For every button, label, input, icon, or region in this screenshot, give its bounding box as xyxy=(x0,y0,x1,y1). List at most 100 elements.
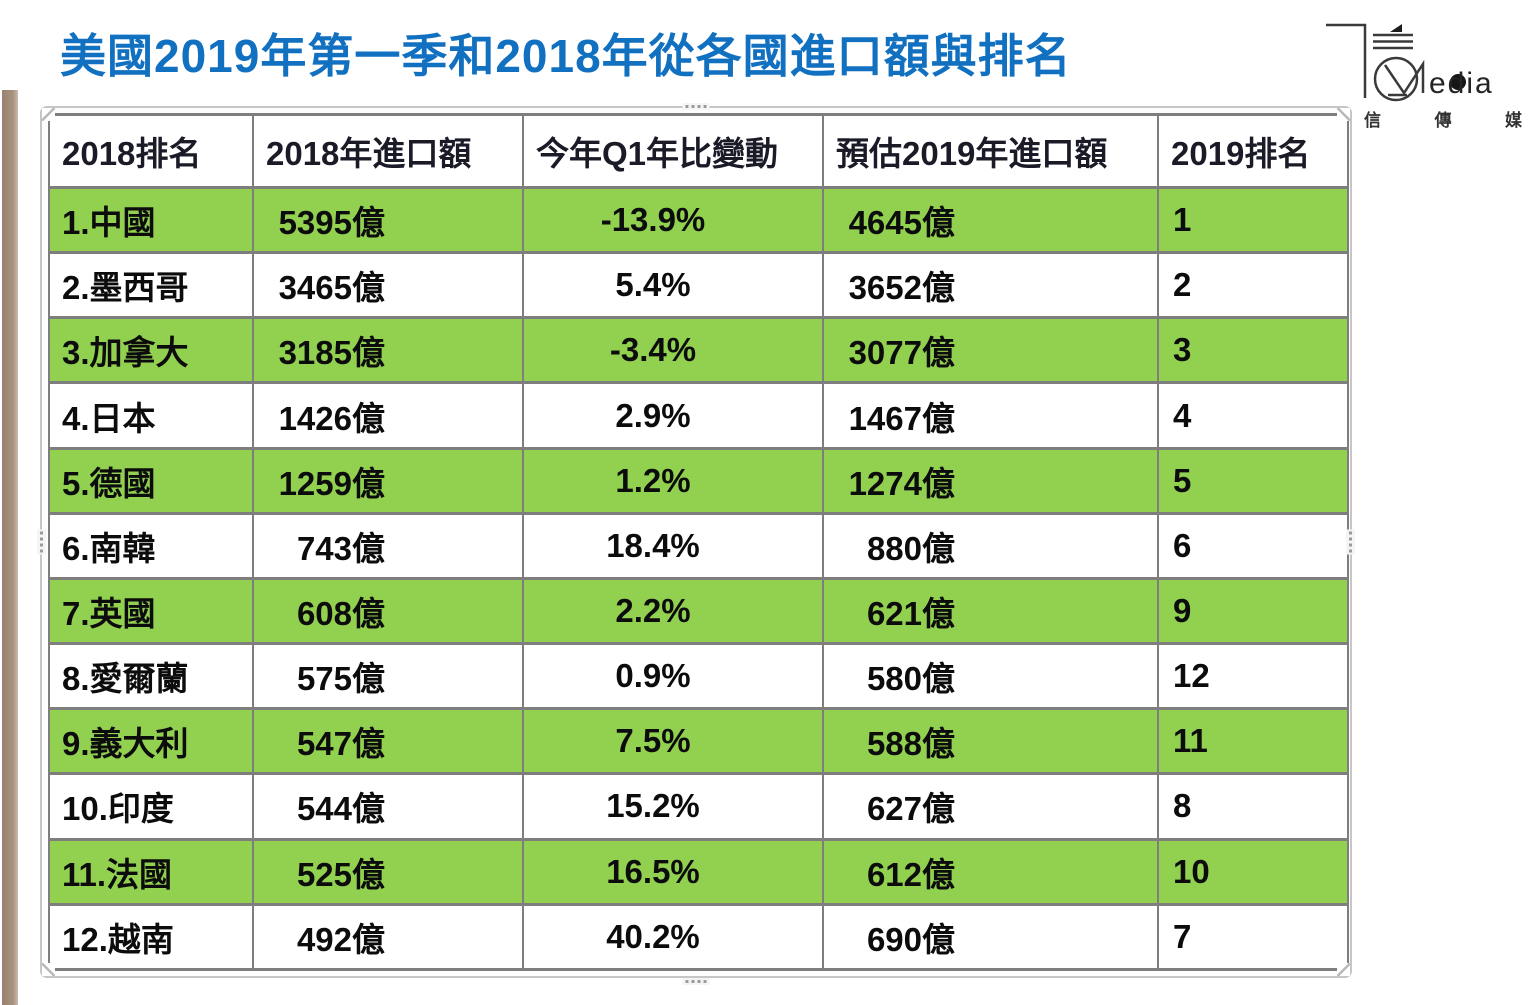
country-label: 9.義大利 xyxy=(62,725,189,763)
unit-label: 億 xyxy=(922,529,955,567)
q1-change-value: 2.9% xyxy=(615,396,691,434)
import-2019-est-value: 1274 xyxy=(848,464,922,502)
q1-change-cell: 18.4% xyxy=(522,511,824,580)
import-2019-est-value: 612 xyxy=(866,855,922,893)
unit-label: 億 xyxy=(352,464,385,502)
import-2019-est-cell: 612億 xyxy=(822,837,1159,906)
unit-label: 億 xyxy=(922,855,955,893)
table-row: 5.德國 1259億 1.2% 1274億 5 xyxy=(48,446,1349,515)
import-2018-cell: 743億 xyxy=(252,511,524,580)
unit-label: 億 xyxy=(922,464,955,502)
unit-label: 億 xyxy=(352,204,385,242)
logo-subtitle-char: 傳 xyxy=(1434,111,1452,130)
unit-label: 億 xyxy=(922,269,955,307)
import-2018-value: 3185 xyxy=(278,334,352,372)
import-2019-est-value: 3077 xyxy=(848,334,922,372)
rank-2019-value: 3 xyxy=(1173,331,1192,369)
import-2019-est-value: 580 xyxy=(866,660,922,698)
frame-corner-mark xyxy=(1337,108,1350,121)
resize-handle-left[interactable] xyxy=(37,529,46,555)
rank-2019-value: 4 xyxy=(1173,396,1192,434)
import-2018-cell: 575億 xyxy=(252,642,524,711)
table-row: 4.日本 1426億 2.9% 1467億 4 xyxy=(48,381,1349,450)
logo-subtitle: 信 傳 媒 xyxy=(1364,106,1522,131)
resize-handle-top[interactable] xyxy=(682,103,710,110)
frame-corner-mark xyxy=(1337,963,1350,976)
import-2019-est-cell: 690億 xyxy=(822,902,1159,972)
import-2018-value: 1259 xyxy=(278,464,352,502)
import-2018-cell: 608億 xyxy=(252,576,524,646)
rank-2019-cell: 11 xyxy=(1157,707,1349,776)
country-cell: 6.南韓 xyxy=(48,511,254,580)
import-2018-cell: 1426億 xyxy=(252,381,524,450)
col-header-import-2018: 2018年進口額 xyxy=(252,113,524,189)
header-row: 2018排名 2018年進口額 今年Q1年比變動 預估2019年進口額 2019… xyxy=(48,113,1349,189)
col-header-rank-2018: 2018排名 xyxy=(48,113,254,189)
import-2019-est-cell: 588億 xyxy=(822,707,1159,776)
country-cell: 1.中國 xyxy=(48,185,254,255)
rank-2019-cell: 10 xyxy=(1157,837,1349,906)
unit-label: 億 xyxy=(352,660,385,698)
import-2018-value: 544 xyxy=(296,790,352,828)
import-2019-est-value: 880 xyxy=(866,529,922,567)
unit-label: 億 xyxy=(922,660,955,698)
col-header-q1-change: 今年Q1年比變動 xyxy=(522,113,824,189)
unit-label: 億 xyxy=(922,399,955,437)
unit-label: 億 xyxy=(352,399,385,437)
imports-table: 2018排名 2018年進口額 今年Q1年比變動 預估2019年進口額 2019… xyxy=(48,113,1349,972)
logo-bracket-stroke xyxy=(1326,23,1367,98)
left-accent-strip xyxy=(2,90,18,1005)
q1-change-cell: 40.2% xyxy=(522,902,824,972)
rank-2019-value: 6 xyxy=(1173,526,1192,564)
cmedia-logo: edia 信 傳 媒 xyxy=(1322,2,1532,137)
country-label: 3.加拿大 xyxy=(62,334,189,372)
import-2019-est-value: 3652 xyxy=(848,269,922,307)
rank-2019-cell: 5 xyxy=(1157,446,1349,515)
import-2019-est-cell: 621億 xyxy=(822,576,1159,646)
rank-2019-cell: 6 xyxy=(1157,511,1349,580)
page-title: 美國2019年第一季和2018年從各國進口額與排名 xyxy=(60,30,1072,82)
import-2019-est-cell: 1467億 xyxy=(822,381,1159,450)
country-cell: 3.加拿大 xyxy=(48,316,254,385)
q1-change-cell: 5.4% xyxy=(522,251,824,320)
rank-2019-cell: 4 xyxy=(1157,381,1349,450)
q1-change-cell: 7.5% xyxy=(522,707,824,776)
country-label: 6.南韓 xyxy=(62,529,156,567)
import-2019-est-cell: 1274億 xyxy=(822,446,1159,515)
q1-change-cell: 1.2% xyxy=(522,446,824,515)
country-label: 11.法國 xyxy=(62,855,173,893)
table-row: 6.南韓 743億 18.4% 880億 6 xyxy=(48,511,1349,580)
import-2019-est-value: 1467 xyxy=(848,399,922,437)
rank-2019-cell: 12 xyxy=(1157,642,1349,711)
q1-change-value: 1.2% xyxy=(615,461,691,499)
unit-label: 億 xyxy=(352,269,385,307)
q1-change-cell: 15.2% xyxy=(522,772,824,841)
country-cell: 10.印度 xyxy=(48,772,254,841)
cmedia-logo-mark: edia xyxy=(1326,23,1492,102)
import-2018-value: 608 xyxy=(296,595,352,633)
import-2018-cell: 547億 xyxy=(252,707,524,776)
unit-label: 億 xyxy=(922,790,955,828)
q1-change-value: 2.2% xyxy=(615,592,691,630)
table-row: 1.中國 5395億 -13.9% 4645億 1 xyxy=(48,185,1349,255)
table-row: 7.英國 608億 2.2% 621億 9 xyxy=(48,576,1349,646)
resize-handle-bottom[interactable] xyxy=(682,978,710,985)
q1-change-cell: -3.4% xyxy=(522,316,824,385)
table-row: 3.加拿大 3185億 -3.4% 3077億 3 xyxy=(48,316,1349,385)
unit-label: 億 xyxy=(352,920,385,958)
country-cell: 2.墨西哥 xyxy=(48,251,254,320)
country-label: 1.中國 xyxy=(62,204,156,242)
logo-subtitle-char: 信 xyxy=(1364,111,1381,130)
country-cell: 9.義大利 xyxy=(48,707,254,776)
import-2018-cell: 544億 xyxy=(252,772,524,841)
q1-change-value: -3.4% xyxy=(609,331,697,369)
q1-change-cell: 2.2% xyxy=(522,576,824,646)
table-row: 10.印度 544億 15.2% 627億 8 xyxy=(48,772,1349,841)
country-label: 5.德國 xyxy=(62,464,156,502)
unit-label: 億 xyxy=(352,529,385,567)
resize-handle-right[interactable] xyxy=(1346,529,1355,555)
q1-change-value: 5.4% xyxy=(615,266,691,304)
rank-2019-value: 10 xyxy=(1173,852,1210,890)
q1-change-value: 0.9% xyxy=(615,657,691,695)
logo-subtitle-char: 媒 xyxy=(1505,111,1522,130)
